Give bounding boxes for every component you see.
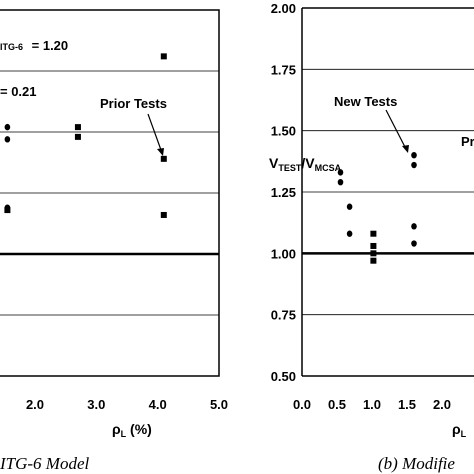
right-square-point <box>370 257 377 264</box>
right-y-tick-label: 1.75 <box>271 62 296 77</box>
right-gridlines <box>302 68 474 316</box>
left-prior-tests-label: Prior Tests <box>100 96 167 111</box>
left-circle-point <box>4 204 11 211</box>
left-x-ticks: 2.0 3.0 4.0 5.0 <box>26 397 228 412</box>
right-new-tests-arrow <box>385 109 409 153</box>
right-y-ticks: 0.50 0.75 1.00 1.25 1.50 1.75 2.00 <box>271 1 296 384</box>
right-square-point <box>370 242 377 249</box>
panel-right: 0.50 0.75 1.00 1.25 1.50 1.75 2.00 0.0 0.5 1.0 1.… <box>269 1 474 473</box>
right-square-point <box>370 250 377 257</box>
right-circle-point <box>337 178 344 186</box>
left-circle-point <box>4 136 11 143</box>
left-square-point <box>160 155 167 162</box>
left-x-tick-label: 5.0 <box>210 397 228 412</box>
left-x-axis-label: ρL (%) <box>112 421 152 439</box>
left-caption: ITG-6 Model <box>0 454 90 473</box>
right-points <box>337 152 417 264</box>
right-y-tick-label: 1.25 <box>271 185 296 200</box>
right-y-tick-label: 0.50 <box>271 369 296 384</box>
left-cov-label: = 0.21 <box>0 84 37 99</box>
left-points <box>4 53 167 218</box>
right-circle-point <box>346 230 353 237</box>
left-square-point <box>74 124 81 131</box>
right-new-tests-label: New Tests <box>334 94 397 109</box>
right-circle-point <box>411 161 417 169</box>
right-prior-label: Pri <box>461 134 474 149</box>
right-circle-point <box>411 240 417 247</box>
right-circle-point <box>337 169 344 176</box>
left-plot-frame <box>0 9 220 377</box>
left-x-tick-label: 2.0 <box>26 397 44 412</box>
right-y-tick-label: 2.00 <box>271 1 296 16</box>
left-mean-label: ITG-6 = 1.20 <box>0 38 68 53</box>
right-square-point <box>370 230 377 237</box>
left-square-point <box>160 53 167 60</box>
right-circle-point <box>411 223 417 230</box>
right-y-axis-label: VTEST/VMCSA <box>269 155 342 173</box>
right-x-tick-label: 1.5 <box>398 397 416 412</box>
left-x-tick-label: 4.0 <box>149 397 167 412</box>
right-circle-point <box>411 152 417 159</box>
left-gridlines <box>0 70 219 316</box>
right-x-ticks: 0.0 0.5 1.0 1.5 2.0 <box>293 397 451 412</box>
left-x-tick-label: 3.0 <box>87 397 105 412</box>
right-y-tick-label: 1.50 <box>271 124 296 139</box>
right-x-tick-label: 0.0 <box>293 397 311 412</box>
right-y-tick-label: 1.00 <box>271 246 296 261</box>
right-y-tick-label: 0.75 <box>271 308 296 323</box>
right-x-tick-label: 0.5 <box>328 397 346 412</box>
right-x-tick-label: 2.0 <box>433 397 451 412</box>
right-x-axis-label: ρL <box>452 421 467 439</box>
left-prior-tests-arrow <box>147 113 164 156</box>
right-caption: (b) Modifie <box>378 454 455 473</box>
left-square-point <box>74 133 81 140</box>
right-x-tick-label: 1.0 <box>363 397 381 412</box>
right-circle-point <box>346 203 353 210</box>
left-square-point <box>160 211 167 218</box>
panel-left: 2.0 3.0 4.0 5.0 ITG-6 = 1.20 = 0.21 Prior T… <box>0 9 228 473</box>
left-circle-point <box>4 123 11 131</box>
